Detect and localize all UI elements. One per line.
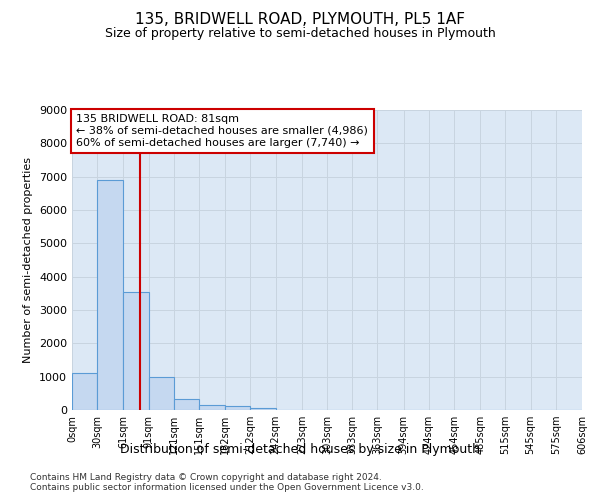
Bar: [124, 292, 149, 410]
Text: Contains HM Land Registry data © Crown copyright and database right 2024.: Contains HM Land Registry data © Crown c…: [30, 472, 382, 482]
Bar: [199, 406, 225, 410]
Text: 135, BRIDWELL ROAD, PLYMOUTH, PL5 1AF: 135, BRIDWELL ROAD, PLYMOUTH, PL5 1AF: [135, 12, 465, 28]
Y-axis label: Number of semi-detached properties: Number of semi-detached properties: [23, 157, 34, 363]
Text: Distribution of semi-detached houses by size in Plymouth: Distribution of semi-detached houses by …: [120, 442, 480, 456]
Bar: [250, 408, 275, 410]
Bar: [149, 376, 174, 410]
Bar: [97, 180, 124, 410]
Text: Size of property relative to semi-detached houses in Plymouth: Size of property relative to semi-detach…: [104, 28, 496, 40]
Bar: [174, 400, 199, 410]
Text: 135 BRIDWELL ROAD: 81sqm
← 38% of semi-detached houses are smaller (4,986)
60% o: 135 BRIDWELL ROAD: 81sqm ← 38% of semi-d…: [76, 114, 368, 148]
Bar: [225, 406, 250, 410]
Text: Contains public sector information licensed under the Open Government Licence v3: Contains public sector information licen…: [30, 482, 424, 492]
Bar: [72, 374, 97, 410]
